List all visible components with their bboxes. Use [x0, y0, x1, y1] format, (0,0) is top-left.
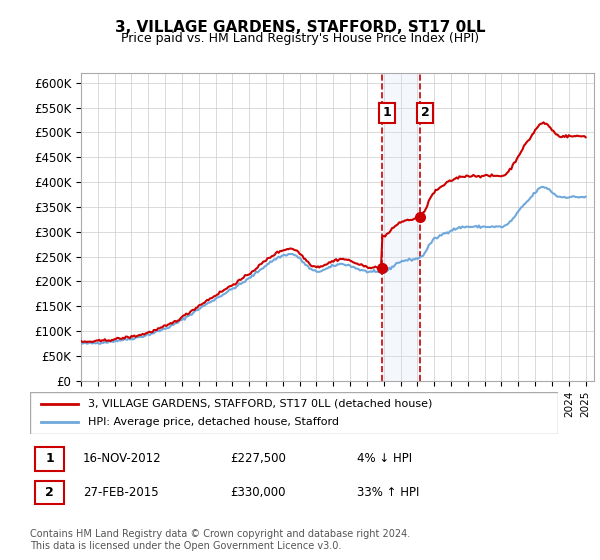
Text: Price paid vs. HM Land Registry's House Price Index (HPI): Price paid vs. HM Land Registry's House …	[121, 32, 479, 45]
FancyBboxPatch shape	[35, 480, 64, 504]
Text: 1: 1	[382, 106, 391, 119]
Text: 3, VILLAGE GARDENS, STAFFORD, ST17 0LL (detached house): 3, VILLAGE GARDENS, STAFFORD, ST17 0LL (…	[88, 399, 433, 409]
Text: 4% ↓ HPI: 4% ↓ HPI	[358, 452, 412, 465]
Text: 2: 2	[45, 486, 54, 499]
Text: £330,000: £330,000	[230, 486, 286, 499]
Text: £227,500: £227,500	[230, 452, 287, 465]
Text: 33% ↑ HPI: 33% ↑ HPI	[358, 486, 420, 499]
FancyBboxPatch shape	[35, 447, 64, 470]
Text: 2: 2	[421, 106, 430, 119]
Text: 16-NOV-2012: 16-NOV-2012	[83, 452, 161, 465]
Text: 3, VILLAGE GARDENS, STAFFORD, ST17 0LL: 3, VILLAGE GARDENS, STAFFORD, ST17 0LL	[115, 20, 485, 35]
FancyBboxPatch shape	[30, 392, 558, 434]
Text: 1: 1	[45, 452, 54, 465]
Text: HPI: Average price, detached house, Stafford: HPI: Average price, detached house, Staf…	[88, 417, 339, 427]
Text: 27-FEB-2015: 27-FEB-2015	[83, 486, 158, 499]
Bar	[382, 73, 420, 381]
Text: Contains HM Land Registry data © Crown copyright and database right 2024.
This d: Contains HM Land Registry data © Crown c…	[30, 529, 410, 551]
